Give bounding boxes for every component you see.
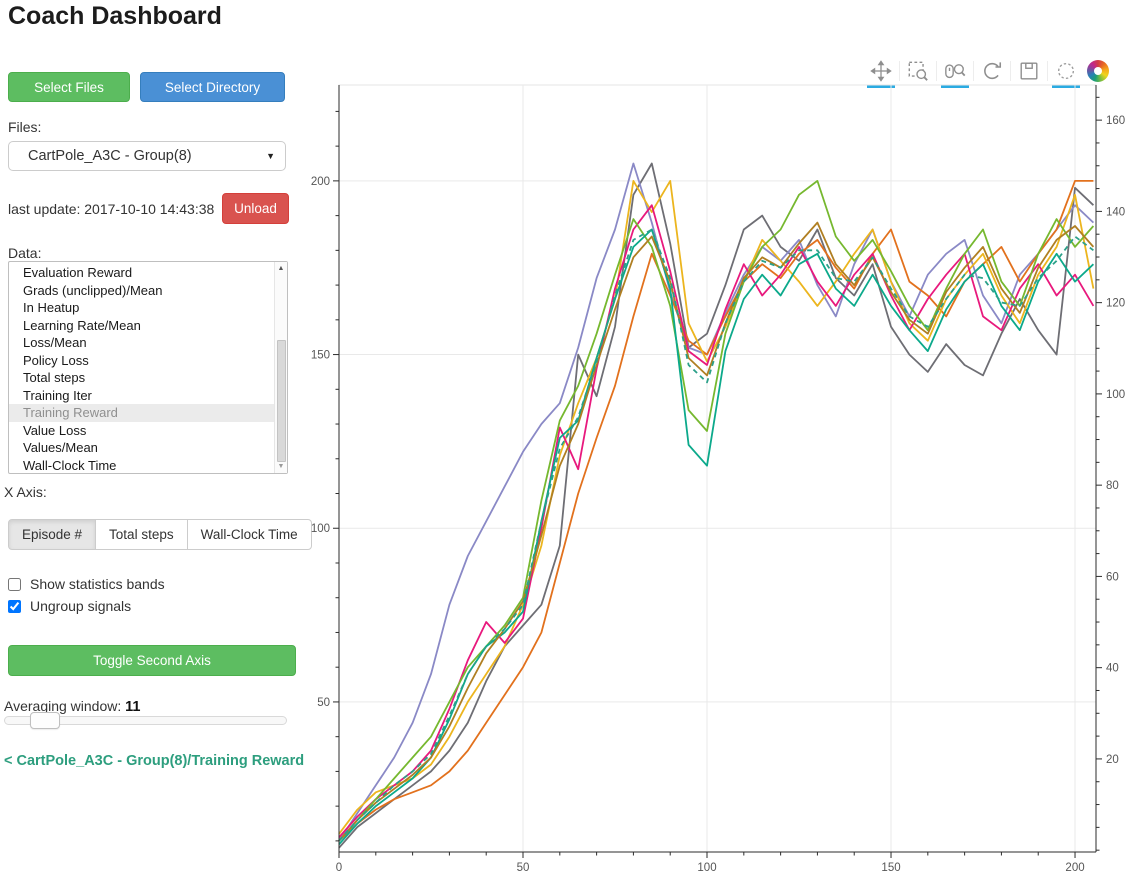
show-statistics-bands-label: Show statistics bands bbox=[30, 576, 165, 592]
wheel-zoom-tool-icon[interactable] bbox=[941, 58, 969, 88]
list-item[interactable]: Wall-Clock Time bbox=[23, 457, 117, 473]
listbox-scrollbar[interactable]: ▲ ▼ bbox=[274, 262, 287, 473]
dropdown-caret-icon: ▼ bbox=[266, 151, 275, 161]
svg-text:50: 50 bbox=[517, 862, 530, 874]
select-files-button[interactable]: Select Files bbox=[8, 72, 130, 102]
ungroup-signals-row[interactable]: Ungroup signals bbox=[8, 598, 131, 614]
toolbar-separator bbox=[973, 61, 974, 81]
svg-text:0: 0 bbox=[336, 862, 342, 874]
list-item[interactable]: Policy Loss bbox=[23, 352, 89, 368]
svg-text:40: 40 bbox=[1106, 663, 1119, 675]
averaging-window-value: 11 bbox=[125, 699, 141, 715]
svg-text:160: 160 bbox=[1106, 115, 1125, 127]
svg-text:100: 100 bbox=[311, 523, 330, 535]
last-update-text: last update: 2017-10-10 14:43:38 bbox=[8, 201, 215, 217]
reset-tool-icon[interactable] bbox=[979, 58, 1005, 84]
select-directory-button[interactable]: Select Directory bbox=[140, 72, 285, 102]
toolbar-separator bbox=[1010, 61, 1011, 81]
toolbar-separator bbox=[1047, 61, 1048, 81]
svg-text:100: 100 bbox=[1106, 389, 1125, 401]
svg-text:200: 200 bbox=[311, 176, 330, 188]
list-item[interactable]: Training Iter bbox=[23, 387, 92, 403]
list-item[interactable]: Loss/Mean bbox=[23, 335, 87, 350]
list-item[interactable]: Learning Rate/Mean bbox=[23, 317, 141, 333]
box-zoom-tool-icon[interactable] bbox=[905, 58, 931, 84]
averaging-window-label: Averaging window: bbox=[4, 698, 122, 714]
list-item[interactable]: Values/Mean bbox=[23, 440, 98, 455]
show-statistics-bands-row[interactable]: Show statistics bands bbox=[8, 576, 165, 592]
training-reward-chart[interactable]: 200 150 100 50 0 50 100 150 200 160 140 120 100 80 60 4… bbox=[300, 50, 1142, 881]
list-item[interactable]: Evaluation Reward bbox=[23, 265, 133, 280]
x-axis-tab-total-steps[interactable]: Total steps bbox=[95, 519, 188, 550]
svg-text:150: 150 bbox=[881, 862, 900, 874]
svg-text:80: 80 bbox=[1106, 480, 1119, 492]
averaging-window-slider-thumb[interactable] bbox=[30, 712, 60, 729]
files-select[interactable]: CartPole_A3C - Group(8) ▼ bbox=[8, 141, 286, 171]
svg-text:60: 60 bbox=[1106, 571, 1119, 583]
hover-tool-icon[interactable] bbox=[1052, 58, 1080, 88]
scroll-down-icon[interactable]: ▼ bbox=[277, 463, 285, 470]
save-tool-icon[interactable] bbox=[1016, 58, 1042, 84]
bokeh-toolbar bbox=[866, 55, 1111, 88]
list-item[interactable]: Grads (unclipped)/Mean bbox=[23, 282, 163, 298]
x-axis-tab-episode-[interactable]: Episode # bbox=[8, 519, 97, 550]
averaging-window-row: Averaging window: 11 bbox=[4, 698, 141, 715]
files-label: Files: bbox=[8, 119, 42, 135]
list-item[interactable]: Value Loss bbox=[23, 422, 87, 438]
list-item[interactable]: Training Reward bbox=[9, 404, 274, 422]
x-axis-tab-wall-clock-time[interactable]: Wall-Clock Time bbox=[186, 519, 312, 550]
files-selected-value: CartPole_A3C - Group(8) bbox=[28, 148, 192, 164]
toggle-second-axis-button[interactable]: Toggle Second Axis bbox=[8, 645, 296, 676]
data-listbox[interactable]: Evaluation Reward Grads (unclipped)/Mean I… bbox=[8, 261, 288, 474]
show-statistics-bands-checkbox[interactable] bbox=[8, 577, 21, 591]
svg-text:140: 140 bbox=[1106, 206, 1125, 218]
data-label: Data: bbox=[8, 245, 42, 261]
ungroup-signals-label: Ungroup signals bbox=[30, 598, 132, 614]
x-axis-label: X Axis: bbox=[4, 484, 47, 500]
list-item[interactable]: Total steps bbox=[23, 370, 86, 385]
svg-text:50: 50 bbox=[317, 697, 330, 709]
page-title: Coach Dashboard bbox=[8, 2, 222, 30]
list-item[interactable]: In Heatup bbox=[23, 300, 80, 315]
averaging-window-slider[interactable] bbox=[4, 716, 287, 725]
bokeh-logo[interactable] bbox=[1083, 58, 1109, 84]
pan-tool-icon[interactable] bbox=[867, 58, 895, 88]
unload-button[interactable]: Unload bbox=[222, 193, 289, 224]
toolbar-separator bbox=[899, 61, 900, 81]
scroll-up-icon[interactable]: ▲ bbox=[277, 265, 285, 272]
svg-text:100: 100 bbox=[697, 862, 716, 874]
svg-text:150: 150 bbox=[311, 350, 330, 362]
x-axis-tab-group: Episode # Total steps Wall-Clock Time bbox=[8, 519, 312, 550]
toolbar-separator bbox=[936, 61, 937, 81]
svg-text:20: 20 bbox=[1106, 754, 1119, 766]
scrollbar-thumb[interactable] bbox=[276, 340, 286, 462]
breadcrumb-signal-link[interactable]: < CartPole_A3C - Group(8)/Training Rewar… bbox=[4, 753, 305, 769]
ungroup-signals-checkbox[interactable] bbox=[8, 599, 21, 613]
svg-text:120: 120 bbox=[1106, 298, 1125, 310]
svg-text:200: 200 bbox=[1065, 862, 1084, 874]
